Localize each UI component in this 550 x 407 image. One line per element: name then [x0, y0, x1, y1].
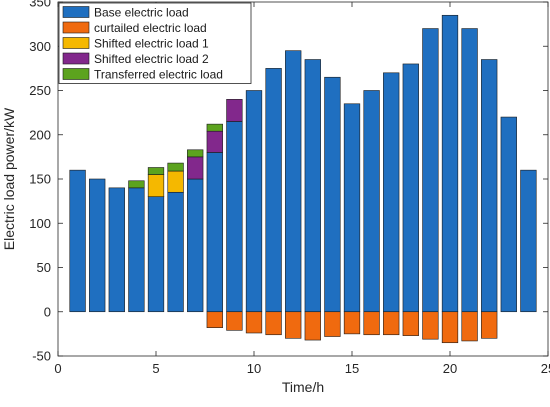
x-tick-label: 20	[443, 361, 457, 376]
legend-label-shifted-electric-load-1: Shifted electric load 1	[94, 37, 209, 51]
bar-curtailed-electric-load-16	[363, 311, 380, 336]
bar-shifted-electric-load-1-6	[167, 170, 184, 193]
bar-shifted-electric-load-2-9	[226, 99, 243, 122]
x-tick-label: 10	[247, 361, 261, 376]
bar-base-electric-load-24	[520, 169, 537, 313]
legend-swatch-base-electric-load	[62, 6, 90, 18]
bar-curtailed-electric-load-8	[206, 311, 223, 328]
x-tick-label: 25	[541, 361, 550, 376]
bar-transferred-electric-load-7	[187, 149, 204, 158]
bar-shifted-electric-load-1-5	[147, 174, 165, 198]
bar-base-electric-load-15	[343, 103, 361, 313]
bar-curtailed-electric-load-17	[383, 311, 400, 336]
legend-swatch-shifted-electric-load-2	[62, 52, 90, 65]
y-tick-label: 250	[29, 83, 51, 98]
bar-base-electric-load-7	[187, 178, 204, 313]
bar-base-electric-load-3	[108, 187, 125, 313]
y-tick-label: 300	[29, 39, 51, 54]
bar-curtailed-electric-load-22	[481, 311, 498, 339]
bar-transferred-electric-load-4	[128, 180, 145, 189]
bar-base-electric-load-21	[461, 28, 478, 313]
legend-swatch-curtailed-electric-load	[62, 21, 90, 34]
legend-box	[58, 2, 252, 84]
bar-transferred-electric-load-5	[147, 167, 165, 175]
bar-curtailed-electric-load-20	[441, 311, 459, 344]
y-tick-label: -50	[32, 349, 51, 364]
bar-curtailed-electric-load-15	[343, 311, 361, 335]
bars-layer	[69, 14, 537, 344]
bar-base-electric-load-1	[69, 169, 86, 313]
bar-base-electric-load-13	[304, 59, 321, 313]
bar-curtailed-electric-load-9	[226, 311, 243, 331]
legend-swatch-shifted-electric-load-1	[62, 37, 90, 49]
bar-base-electric-load-9	[226, 121, 243, 313]
bar-curtailed-electric-load-10	[245, 311, 263, 334]
y-tick-label: 50	[37, 260, 51, 275]
bar-base-electric-load-4	[128, 187, 145, 313]
y-tick-label: 0	[44, 304, 51, 319]
bar-base-electric-load-11	[265, 68, 282, 313]
bar-base-electric-load-10	[245, 90, 263, 313]
y-tick-label: 100	[29, 216, 51, 231]
x-axis-label: Time/h	[282, 379, 324, 395]
bar-curtailed-electric-load-21	[461, 311, 478, 342]
bar-base-electric-load-8	[206, 152, 223, 313]
y-tick-label: 200	[29, 127, 51, 142]
legend-label-transferred-electric-load: Transferred electric load	[94, 68, 223, 82]
bar-curtailed-electric-load-19	[422, 311, 439, 340]
bar-curtailed-electric-load-18	[402, 311, 419, 336]
bar-curtailed-electric-load-14	[324, 311, 341, 337]
legend-label-curtailed-electric-load: curtailed electric load	[94, 21, 207, 35]
bar-curtailed-electric-load-12	[285, 311, 302, 339]
bar-base-electric-load-17	[383, 72, 400, 313]
y-axis-label: Electric load power/kW	[1, 107, 17, 250]
bar-base-electric-load-6	[167, 191, 184, 313]
bar-curtailed-electric-load-11	[265, 311, 282, 336]
bar-curtailed-electric-load-13	[304, 311, 321, 341]
y-tick-label: 150	[29, 172, 51, 187]
bar-transferred-electric-load-6	[167, 162, 184, 172]
bar-base-electric-load-19	[422, 28, 439, 313]
bar-base-electric-load-18	[402, 63, 419, 313]
legend-label-base-electric-load: Base electric load	[94, 6, 189, 20]
legend-swatch-transferred-electric-load	[62, 68, 90, 80]
bar-shifted-electric-load-2-8	[206, 130, 223, 153]
bar-base-electric-load-5	[147, 196, 165, 313]
x-tick-label: 5	[152, 361, 159, 376]
bar-transferred-electric-load-8	[206, 123, 223, 132]
x-tick-label: 0	[54, 361, 61, 376]
legend-label-shifted-electric-load-2: Shifted electric load 2	[94, 52, 209, 66]
x-tick-label: 15	[345, 361, 359, 376]
bar-base-electric-load-20	[441, 14, 459, 313]
bar-shifted-electric-load-2-7	[187, 156, 204, 180]
bar-base-electric-load-12	[285, 50, 302, 313]
bar-base-electric-load-23	[500, 116, 517, 313]
bar-base-electric-load-2	[89, 178, 106, 313]
axes-layer: -500501001502002503003500510152025	[29, 0, 550, 376]
bar-base-electric-load-22	[481, 59, 498, 313]
bar-base-electric-load-16	[363, 90, 380, 313]
bar-base-electric-load-14	[324, 76, 341, 313]
y-tick-label: 350	[29, 0, 51, 10]
